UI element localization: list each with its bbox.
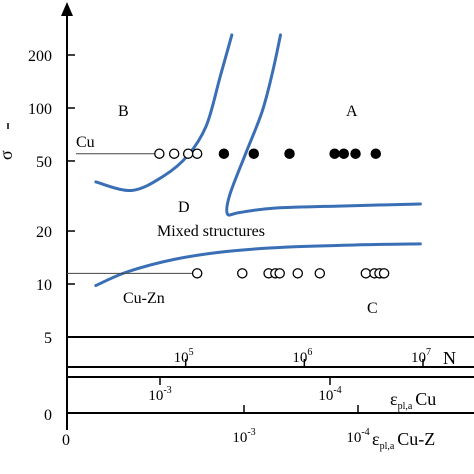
material-label-cu: Cu: [76, 134, 95, 151]
n-axis-tick-label: 106: [292, 347, 312, 366]
data-point-filled: [329, 148, 340, 159]
boundary-curve: [94, 242, 422, 288]
n-axis-label: N: [443, 348, 456, 368]
data-point-filled: [370, 148, 382, 159]
region-label-c: C: [367, 300, 378, 317]
data-point-open: [274, 268, 285, 279]
data-point-filled: [350, 148, 361, 159]
material-label-cuzn: Cu-Zn: [123, 290, 165, 307]
data-point-open: [191, 268, 203, 279]
data-point-open: [378, 268, 390, 279]
data-point-filled: [248, 148, 260, 159]
data-point-filled: [218, 148, 230, 159]
region-boundaries: [94, 33, 422, 288]
data-point-filled: [338, 148, 350, 159]
data-point-open: [182, 148, 194, 159]
data-point-open: [168, 148, 180, 159]
data-point-open: [191, 148, 203, 159]
data-point-open: [314, 268, 326, 279]
eps-cu-tick-label: 10-3: [148, 385, 171, 404]
y-tick-label: 10: [36, 277, 52, 294]
eps-cuzn-tick-label: 10-3: [232, 427, 255, 446]
x-axis-ticks: 105 106 107 10-3 10-4 10-3 10-4: [148, 347, 431, 446]
y-tick-label: 50: [36, 154, 52, 171]
region-label-b: B: [118, 103, 129, 120]
y-axis-label-partial: σ: [0, 150, 16, 160]
y-axis-ticks: 5 10 20 50 100 200: [28, 48, 75, 347]
eps-cu-tick-label: 10-4: [318, 385, 341, 404]
data-point-open: [154, 148, 165, 159]
y-tick-label: 200: [28, 48, 52, 65]
material-guide-lines: [67, 153, 193, 274]
n-axis-tick-label: 107: [411, 347, 431, 366]
y-axis-arrow: [61, 2, 73, 16]
y-tick-label: 20: [36, 224, 52, 241]
eps-cuzn-axis-label: εpl,a Cu-Z: [372, 429, 435, 452]
data-point-filled: [284, 148, 295, 159]
y-tick-label: 100: [28, 101, 52, 118]
y-tick-label: 5: [44, 330, 52, 347]
region-label-a: A: [346, 103, 358, 120]
boundary-curve: [94, 33, 234, 192]
origin-zero-label-y: 0: [44, 407, 52, 424]
boundary-curve: [225, 33, 422, 217]
data-point-open: [237, 268, 248, 279]
data-points: [154, 148, 390, 279]
data-point-open: [292, 268, 303, 279]
eps-cu-axis-label: εpl,a Cu: [390, 389, 436, 412]
eps-cuzn-tick-label: 10-4: [346, 427, 369, 446]
n-axis-tick-label: 105: [174, 347, 194, 366]
region-label-d: D: [178, 199, 190, 216]
region-label-mixed: Mixed structures: [157, 223, 265, 240]
origin-zero-label-x: 0: [62, 432, 70, 449]
data-point-open: [360, 268, 372, 279]
